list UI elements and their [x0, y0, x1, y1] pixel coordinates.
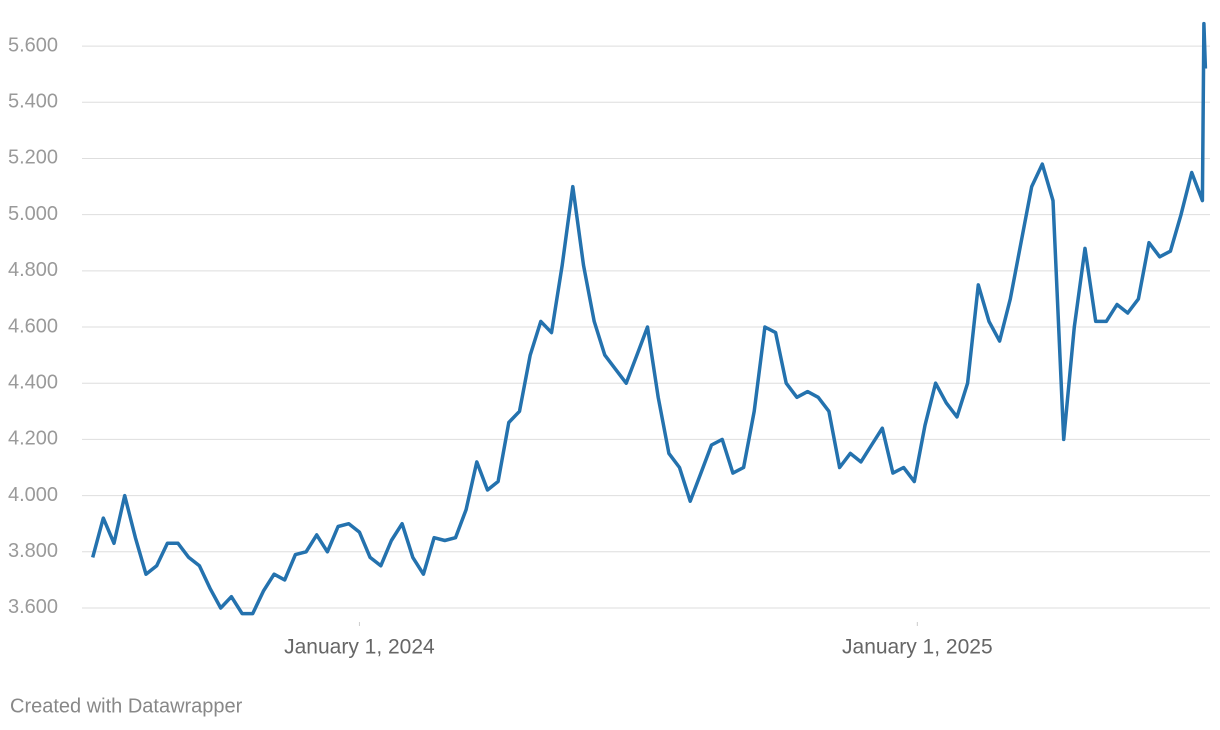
y-tick-label: 4.600	[8, 315, 58, 337]
y-tick-label: 5.200	[8, 147, 58, 169]
x-tick-label: January 1, 2024	[284, 636, 435, 659]
y-tick-label: 5.600	[8, 34, 58, 56]
y-tick-label: 5.400	[8, 91, 58, 113]
y-tick-label: 4.800	[8, 259, 58, 281]
data-line	[91, 21, 1208, 616]
y-tick-label: 4.000	[8, 484, 58, 506]
y-tick-label: 4.400	[8, 371, 58, 393]
y-tick-label: 3.800	[8, 540, 58, 562]
y-tick-label: 3.600	[8, 596, 58, 618]
y-tick-label: 5.000	[8, 203, 58, 225]
credit: Created with Datawrapper	[10, 695, 243, 717]
y-tick-label: 4.200	[8, 428, 58, 450]
x-tick-label: January 1, 2025	[842, 636, 993, 659]
